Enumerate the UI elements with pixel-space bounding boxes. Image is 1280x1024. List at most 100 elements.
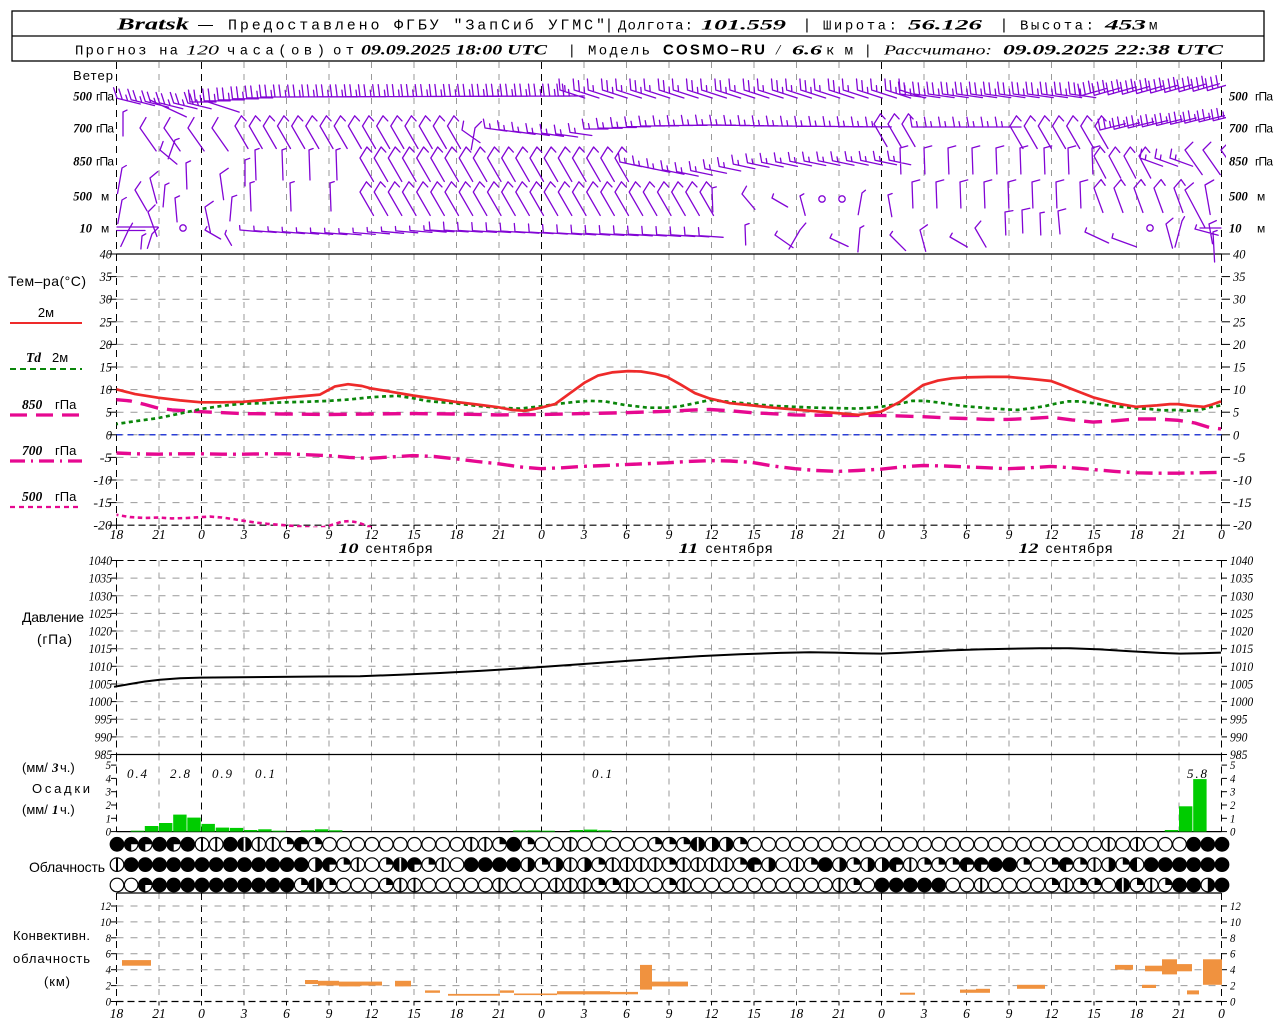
svg-text:21: 21 xyxy=(152,1006,166,1021)
svg-text:1025: 1025 xyxy=(89,607,112,621)
svg-text:1020: 1020 xyxy=(1230,625,1254,639)
svg-text:м: м xyxy=(101,190,109,204)
svg-text:(км): (км) xyxy=(44,974,70,989)
svg-text:20: 20 xyxy=(1233,337,1246,352)
svg-text:Осадки: Осадки xyxy=(32,781,90,796)
svg-text:985: 985 xyxy=(1230,748,1247,762)
svg-text:12: 12 xyxy=(1019,541,1039,557)
svg-text:850: 850 xyxy=(1229,155,1249,169)
svg-text:25: 25 xyxy=(1233,314,1246,329)
svg-text:0: 0 xyxy=(1230,997,1236,1009)
svg-text:0: 0 xyxy=(198,1006,205,1021)
svg-text:995: 995 xyxy=(1230,713,1247,727)
svg-text:5.8: 5.8 xyxy=(1187,766,1208,781)
svg-text:11: 11 xyxy=(679,541,699,557)
svg-text:453: 453 xyxy=(1103,18,1147,34)
svg-text:6: 6 xyxy=(623,1006,630,1021)
svg-text:15: 15 xyxy=(747,527,761,542)
svg-text:21: 21 xyxy=(1172,1006,1186,1021)
svg-text:15: 15 xyxy=(100,360,113,375)
svg-text:ч.): ч.) xyxy=(60,802,75,817)
svg-text:15: 15 xyxy=(1233,360,1246,375)
svg-text:21: 21 xyxy=(492,1006,506,1021)
svg-text:0.1: 0.1 xyxy=(255,766,275,781)
svg-text:сентября: сентября xyxy=(366,540,433,556)
svg-text:09.09.2025 18:00 UTC: 09.09.2025 18:00 UTC xyxy=(361,43,548,59)
svg-text:-10: -10 xyxy=(93,473,112,488)
svg-text:0.1: 0.1 xyxy=(592,766,612,781)
svg-text:35: 35 xyxy=(1232,269,1246,284)
svg-text:1: 1 xyxy=(1230,813,1235,825)
svg-text:ч.): ч.) xyxy=(60,760,75,775)
svg-text:10: 10 xyxy=(100,382,113,397)
svg-text:0: 0 xyxy=(106,827,112,839)
svg-text:6: 6 xyxy=(963,527,970,542)
svg-text:0.9: 0.9 xyxy=(212,766,233,781)
svg-text:10: 10 xyxy=(1230,917,1241,929)
svg-text:гПа: гПа xyxy=(1255,122,1273,136)
svg-text:2: 2 xyxy=(1230,800,1236,812)
svg-text:1010: 1010 xyxy=(1230,660,1254,674)
svg-text:1035: 1035 xyxy=(1230,572,1253,586)
svg-text:700: 700 xyxy=(22,443,43,458)
svg-text:м: м xyxy=(1257,190,1265,204)
svg-text:2.8: 2.8 xyxy=(170,766,191,781)
svg-text:Широта:: Широта: xyxy=(823,19,897,35)
svg-text:500: 500 xyxy=(73,90,93,104)
svg-text:Td: Td xyxy=(26,350,41,365)
svg-text:/: / xyxy=(775,43,782,59)
svg-text:09.09.2025 22:38 UTC: 09.09.2025 22:38 UTC xyxy=(1003,43,1225,59)
svg-text:56.126: 56.126 xyxy=(908,18,983,34)
svg-text:3: 3 xyxy=(240,527,248,542)
svg-text:Долгота:: Долгота: xyxy=(618,19,693,35)
svg-text:120: 120 xyxy=(186,44,219,59)
svg-text:гПа: гПа xyxy=(55,489,77,504)
svg-text:500: 500 xyxy=(1229,190,1249,204)
svg-text:0: 0 xyxy=(538,1006,545,1021)
svg-text:1030: 1030 xyxy=(89,589,113,603)
svg-text:1015: 1015 xyxy=(1230,642,1253,656)
svg-text:12: 12 xyxy=(365,1006,379,1021)
svg-text:9: 9 xyxy=(1006,527,1013,542)
svg-text:3: 3 xyxy=(105,787,112,799)
svg-text:гПа: гПа xyxy=(96,122,114,136)
svg-text:—: — xyxy=(198,17,213,34)
svg-text:21: 21 xyxy=(1172,527,1186,542)
svg-text:12: 12 xyxy=(1230,901,1241,913)
svg-text:м: м xyxy=(1149,19,1157,35)
svg-text:3: 3 xyxy=(920,527,928,542)
svg-text:2м: 2м xyxy=(38,305,54,320)
svg-text:Ветер: Ветер xyxy=(73,68,113,83)
svg-text:30: 30 xyxy=(99,292,113,307)
svg-text:4: 4 xyxy=(106,773,112,785)
svg-text:0.4: 0.4 xyxy=(127,766,148,781)
svg-text:850: 850 xyxy=(22,397,43,412)
svg-text:101.559: 101.559 xyxy=(701,18,787,34)
svg-text:гПа: гПа xyxy=(1255,155,1273,169)
svg-text:500: 500 xyxy=(73,190,93,204)
svg-text:985: 985 xyxy=(95,748,112,762)
svg-text:Давление: Давление xyxy=(22,609,84,625)
svg-text:5: 5 xyxy=(1230,760,1236,772)
svg-text:5: 5 xyxy=(106,405,113,420)
svg-text:18: 18 xyxy=(790,527,804,542)
svg-text:12: 12 xyxy=(1045,527,1059,542)
svg-text:1: 1 xyxy=(52,802,59,817)
svg-text:35: 35 xyxy=(99,269,113,284)
svg-text:-10: -10 xyxy=(1233,473,1252,488)
svg-text:3: 3 xyxy=(580,1006,588,1021)
svg-text:8: 8 xyxy=(1230,933,1236,945)
svg-text:гПа: гПа xyxy=(96,90,114,104)
svg-text:(гПа): (гПа) xyxy=(37,631,72,647)
svg-text:0: 0 xyxy=(198,527,205,542)
svg-text:0: 0 xyxy=(538,527,545,542)
svg-text:9: 9 xyxy=(666,527,673,542)
svg-text:500: 500 xyxy=(22,489,43,504)
svg-text:(мм/: (мм/ xyxy=(22,760,48,775)
svg-text:18: 18 xyxy=(1130,1006,1144,1021)
svg-text:18: 18 xyxy=(110,1006,124,1021)
svg-text:гПа: гПа xyxy=(55,443,77,458)
svg-text:Bratsk: Bratsk xyxy=(115,15,189,34)
svg-text:6: 6 xyxy=(106,949,112,961)
svg-text:10: 10 xyxy=(1233,382,1246,397)
